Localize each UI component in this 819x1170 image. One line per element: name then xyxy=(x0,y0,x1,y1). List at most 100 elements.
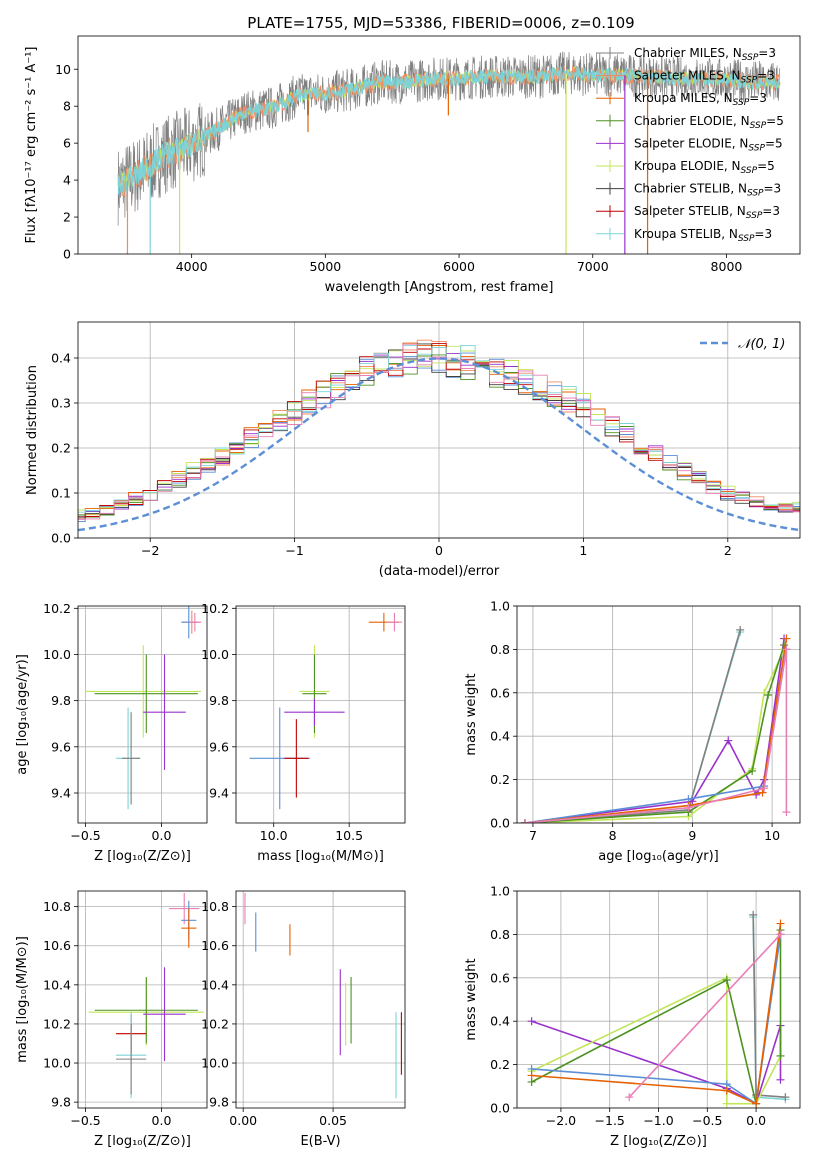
panel-spectrum: 4000 5000 6000 7000 8000 0 2 4 6 8 10 wavelength [A… xyxy=(24,35,801,295)
spectrum-model-miles xyxy=(117,65,781,198)
y-axis-label: Flux [fλ10⁻¹⁷ erg cm⁻² s⁻¹ A⁻¹] xyxy=(24,47,39,244)
spectrum-data-line xyxy=(117,51,781,226)
x-axis-label: age [log₁₀(age/yr)] xyxy=(598,849,719,864)
weight-marker xyxy=(782,645,791,654)
legend-entry: Salpeter STELIB, NSSP=3 xyxy=(634,204,780,221)
y-tick-label: 10.2 xyxy=(43,1016,71,1031)
data-point xyxy=(143,654,186,770)
data-point xyxy=(85,645,201,738)
x-axis-label: E(B-V) xyxy=(300,1134,340,1149)
y-tick-label: 10.8 xyxy=(201,899,229,914)
y-tick-label: 10.2 xyxy=(201,1016,229,1031)
y-axis-label: mass [log₁₀(M/M⊙)] xyxy=(15,936,30,1063)
x-tick-label: 8 xyxy=(609,828,617,843)
weight-marker xyxy=(722,975,731,984)
weight-marker xyxy=(776,1051,785,1060)
axes-frame xyxy=(235,605,406,824)
data-point xyxy=(143,967,186,1062)
legend-entry: Chabrier STELIB, NSSP=3 xyxy=(634,182,781,199)
weight-series xyxy=(520,641,789,823)
legend-entry: Salpeter ELODIE, NSSP=5 xyxy=(634,136,783,153)
plot-area-z_weight xyxy=(517,891,800,1108)
weight-marker xyxy=(776,919,785,928)
y-tick-label: 0.4 xyxy=(51,351,71,366)
x-axis-label: Z [log₁₀(Z/Z⊙)] xyxy=(94,1134,191,1149)
panel-z_mass: −0.5 0.0 9.8 10.0 10.2 10.4 10.6 10.8 Z [log₁₀(Z… xyxy=(15,890,208,1149)
data-point xyxy=(188,612,201,632)
y-tick-label: 0.4 xyxy=(490,1014,510,1029)
x-axis-label: Z [log₁₀(Z/Z⊙)] xyxy=(94,849,191,864)
weight-marker xyxy=(776,1075,785,1084)
data-point xyxy=(284,719,309,798)
y-tick-label: 6 xyxy=(63,136,71,151)
spectrum-legend: Chabrier MILES, NSSP=3 Salpeter MILES, NS… xyxy=(596,46,784,244)
data-point xyxy=(122,712,141,805)
y-tick-label: 10.8 xyxy=(43,899,71,914)
legend-entry: Kroupa ELODIE, NSSP=5 xyxy=(634,159,775,176)
x-tick-label: 0.0 xyxy=(746,1113,766,1128)
data-point xyxy=(115,1023,147,1095)
x-axis-label: wavelength [Angstrom, rest frame] xyxy=(325,280,554,295)
x-tick-label: −0.5 xyxy=(70,828,100,843)
weight-series xyxy=(527,930,785,1108)
axes-frame xyxy=(77,605,208,824)
y-tick-label: 10.0 xyxy=(201,1056,229,1071)
weight-line xyxy=(628,933,782,1098)
legend-entry: Chabrier ELODIE, NSSP=5 xyxy=(634,114,784,131)
y-tick-label: 9.6 xyxy=(51,739,71,754)
x-tick-label: 9 xyxy=(688,828,696,843)
y-tick-label: 9.4 xyxy=(209,785,229,800)
weight-series xyxy=(520,645,791,823)
plot-area-age_weight xyxy=(517,606,800,823)
y-axis-label: mass weight xyxy=(464,673,479,755)
weight-marker xyxy=(752,1099,761,1108)
y-tick-label: 0.0 xyxy=(490,1101,510,1116)
axes-frame xyxy=(77,35,801,255)
weight-marker xyxy=(527,1017,536,1026)
axes-frame xyxy=(516,890,801,1109)
plot-area-z_age xyxy=(78,606,207,823)
data-point xyxy=(181,908,197,948)
y-tick-label: 9.8 xyxy=(51,1095,71,1110)
weight-marker xyxy=(736,625,745,634)
data-point xyxy=(386,612,402,632)
y-tick-label: 9.6 xyxy=(209,739,229,754)
y-tick-label: 9.8 xyxy=(209,693,229,708)
y-tick-label: 0.0 xyxy=(51,531,71,546)
data-point xyxy=(94,977,198,1044)
legend-entry: 𝒩(0, 1) xyxy=(738,337,785,352)
axes-frame xyxy=(235,890,406,1109)
plot-area-hist xyxy=(78,322,800,538)
x-tick-label: −1.5 xyxy=(595,1113,625,1128)
weight-line xyxy=(524,629,741,823)
weight-marker xyxy=(781,1093,790,1102)
y-tick-label: 0.3 xyxy=(51,396,71,411)
weight-marker xyxy=(684,803,693,812)
weight-marker xyxy=(776,930,785,939)
y-tick-label: 2 xyxy=(63,210,71,225)
histogram-series xyxy=(78,345,800,513)
x-tick-label: −2.0 xyxy=(546,1113,576,1128)
x-tick-label: 2 xyxy=(724,543,732,558)
legend-entry: Chabrier MILES, NSSP=3 xyxy=(634,46,776,63)
axes-frame xyxy=(77,890,208,1109)
x-tick-label: 0.00 xyxy=(229,1113,257,1128)
weight-line xyxy=(524,631,741,823)
panel-mass_age: 10.0 10.5 9.4 9.6 9.8 10.0 10.2 mass [log₁₀(M/M… xyxy=(201,601,406,864)
weight-marker xyxy=(780,641,789,650)
x-tick-label: 10 xyxy=(764,828,780,843)
y-tick-label: 8 xyxy=(63,99,71,114)
x-axis-label: Z [log₁₀(Z/Z⊙)] xyxy=(610,1134,707,1149)
x-tick-label: 0.05 xyxy=(319,1113,347,1128)
plot-area-mass_age xyxy=(236,606,405,823)
data-point xyxy=(94,654,198,733)
y-tick-label: 9.8 xyxy=(209,1095,229,1110)
y-tick-label: 10.0 xyxy=(201,647,229,662)
x-tick-label: 4000 xyxy=(176,259,208,274)
weight-line xyxy=(524,638,788,823)
x-tick-label: −0.5 xyxy=(70,1113,100,1128)
y-tick-label: 10.6 xyxy=(201,938,229,953)
histogram-series xyxy=(78,343,800,520)
weight-marker xyxy=(760,688,769,697)
